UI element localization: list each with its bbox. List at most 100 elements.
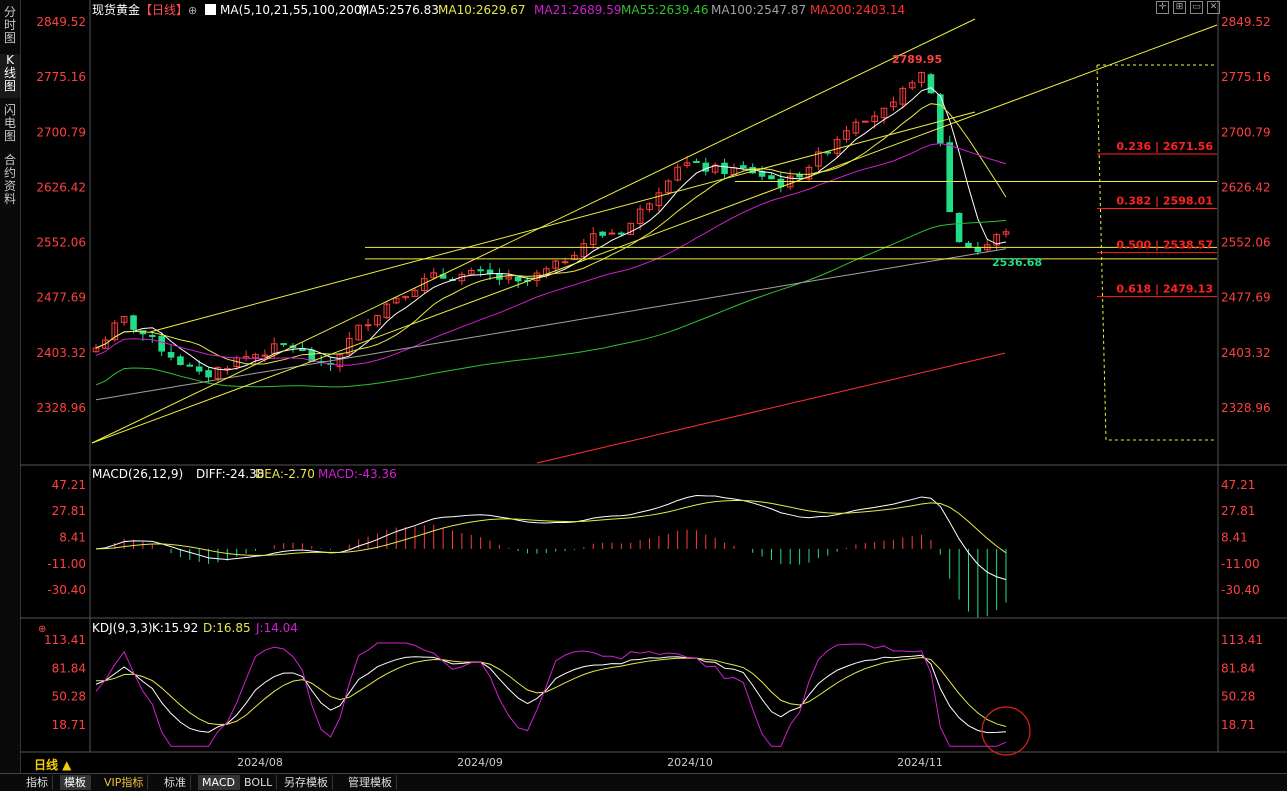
low-annotation: 2536.68: [992, 256, 1042, 269]
candle-body: [890, 101, 897, 108]
candle-body: [214, 367, 222, 379]
candle-body: [965, 242, 972, 248]
macd-tick-right: -11.00: [1221, 557, 1260, 571]
candle-body: [796, 173, 803, 178]
kdj-tick-right: 18.71: [1221, 718, 1255, 732]
price-tick-right: 2775.16: [1221, 70, 1271, 84]
date-label: 2024/10: [667, 756, 713, 769]
fib-level-label: 0.236 | 2671.56: [1116, 140, 1213, 153]
period-button[interactable]: 日线 ▲: [34, 758, 72, 772]
price-tick-left: 2552.06: [36, 236, 86, 250]
tab-indicator[interactable]: 指标: [22, 775, 53, 790]
kdj-k: K:15.92: [152, 621, 198, 635]
price-tick-left: 2849.52: [36, 15, 86, 29]
macd-tick-left: 27.81: [52, 504, 86, 518]
kdj-j-line: [95, 642, 1007, 747]
kdj-j: J:14.04: [255, 621, 298, 635]
candle-body: [280, 343, 287, 346]
candle-body: [195, 366, 203, 372]
tab-template[interactable]: 模板: [60, 775, 91, 790]
kdj-label: KDJ(9,3,3): [92, 621, 153, 635]
ma200-line: [536, 352, 1006, 464]
settings-icon: ⊕: [188, 4, 197, 17]
kdj-d-line: [95, 656, 1007, 727]
ma-value: MA200:2403.14: [810, 3, 905, 17]
kline-chart[interactable]: 现货黄金 【日线】 ⊕ MA(5,10,21,55,100,200)MA5:2576.…: [20, 0, 1287, 773]
kdj-settings-icon: ⊕: [38, 624, 46, 635]
kdj-tick-right: 81.84: [1221, 661, 1255, 675]
date-label: 2024/08: [237, 756, 283, 769]
tab-vip-indicator[interactable]: VIP指标: [100, 775, 149, 790]
candle-body: [740, 165, 747, 169]
candle-body: [561, 261, 569, 264]
macd-dea: DEA:-2.70: [255, 467, 315, 481]
macd-tick-right: -30.40: [1221, 583, 1260, 597]
tab-boll[interactable]: BOLL: [240, 775, 278, 790]
candle-body: [927, 74, 935, 94]
candle-body: [636, 208, 644, 225]
candle-body: [477, 269, 484, 272]
tab-contract-info[interactable]: 合约资料: [3, 153, 16, 206]
ma5-line: [95, 87, 1007, 371]
candle-body: [824, 151, 832, 154]
tab-manage-template[interactable]: 管理模板: [344, 775, 397, 790]
high-annotation: 2789.95: [892, 53, 942, 66]
kdj-d: D:16.85: [203, 621, 251, 635]
macd-diff: DIFF:-24.38: [196, 467, 264, 481]
candle-body: [993, 234, 1000, 246]
candle-body: [430, 272, 438, 279]
candle-body: [618, 232, 625, 235]
candle-body: [364, 324, 372, 327]
candle-body: [918, 72, 925, 83]
candle-body: [664, 180, 672, 194]
candle-body: [871, 115, 878, 123]
bottom-toolbar: 指标 模板 VIP指标 标准 MACD BOLL 另存模板 管理模板: [0, 773, 1287, 791]
ma-value: MA100:2547.87: [711, 3, 806, 17]
candle-body: [843, 130, 850, 140]
price-tick-left: 2403.32: [36, 346, 86, 360]
ma-value: MA21:2689.59: [534, 3, 622, 17]
price-tick-right: 2849.52: [1221, 15, 1271, 29]
candle-body: [336, 354, 344, 368]
candle-body: [908, 82, 916, 89]
price-tick-left: 2775.16: [36, 70, 86, 84]
macd-diff-line: [95, 495, 1007, 581]
candle-body: [880, 107, 888, 119]
tab-flash[interactable]: 闪电图: [3, 103, 16, 143]
window-icon[interactable]: ▭: [1190, 1, 1203, 14]
candle-body: [937, 94, 944, 144]
kdj-tick-left: 50.28: [52, 690, 86, 704]
price-tick-right: 2700.79: [1221, 125, 1271, 139]
candle-body: [111, 322, 119, 341]
price-tick-right: 2477.69: [1221, 291, 1271, 305]
kdj-k-line: [95, 654, 1007, 734]
candle-body: [608, 232, 616, 235]
tab-macd[interactable]: MACD: [198, 775, 240, 790]
ma-label: MA(5,10,21,55,100,200): [220, 3, 366, 17]
candle-body: [674, 166, 681, 181]
ma-value: MA10:2629.67: [438, 3, 526, 17]
macd-tick-left: -11.00: [47, 557, 86, 571]
ma-toggle-icon: [205, 4, 216, 15]
grid-icon[interactable]: ⊞: [1173, 1, 1186, 14]
macd-tick-left: 47.21: [52, 478, 86, 492]
tab-save-template[interactable]: 另存模板: [280, 775, 333, 790]
candle-body: [768, 175, 775, 180]
candle-body: [514, 276, 522, 282]
fib-level-label: 0.382 | 2598.01: [1116, 194, 1213, 207]
tab-standard[interactable]: 标准: [160, 775, 191, 790]
ma-value: MA5:2576.83: [359, 3, 439, 17]
date-label: 2024/09: [457, 756, 503, 769]
close-icon[interactable]: ✕: [1207, 1, 1220, 14]
price-tick-right: 2626.42: [1221, 180, 1271, 194]
candle-body: [655, 192, 663, 207]
crosshair-icon[interactable]: ✛: [1156, 1, 1169, 14]
tab-timeshare[interactable]: 分时图: [3, 5, 16, 45]
ma21-line: [95, 142, 1007, 366]
candle-body: [383, 303, 391, 319]
price-tick-left: 2700.79: [36, 125, 86, 139]
candle-body: [505, 276, 513, 280]
candle-body: [627, 222, 635, 236]
macd-dea-line: [95, 499, 1007, 556]
